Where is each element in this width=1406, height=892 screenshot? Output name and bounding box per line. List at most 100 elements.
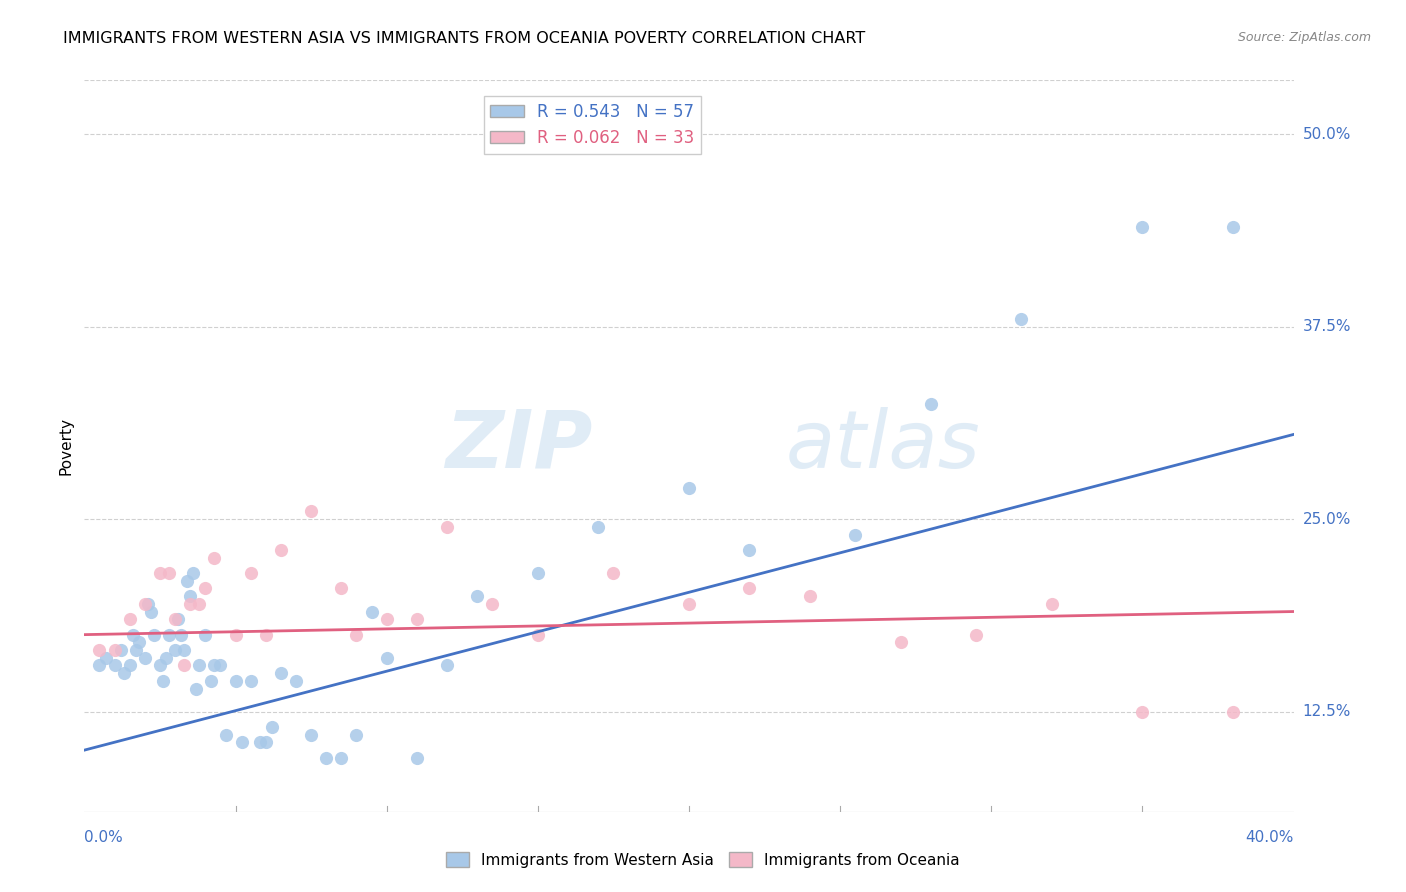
Text: 50.0%: 50.0% <box>1302 127 1351 142</box>
Text: atlas: atlas <box>786 407 980 485</box>
Point <box>149 658 172 673</box>
Point <box>678 481 700 495</box>
Point <box>89 643 111 657</box>
Point <box>346 627 368 641</box>
Point <box>844 527 866 541</box>
Point <box>260 720 283 734</box>
Point <box>239 566 262 580</box>
Legend: R = 0.543   N = 57, R = 0.062   N = 33: R = 0.543 N = 57, R = 0.062 N = 33 <box>484 96 700 153</box>
Point <box>254 627 277 641</box>
Point <box>118 658 141 673</box>
Point <box>1130 705 1153 719</box>
Point <box>121 627 143 641</box>
Point <box>231 735 253 749</box>
Point <box>165 643 187 657</box>
Point <box>179 589 201 603</box>
Point <box>299 504 322 518</box>
Text: 37.5%: 37.5% <box>1302 319 1351 334</box>
Point <box>128 635 150 649</box>
Point <box>136 597 159 611</box>
Point <box>118 612 141 626</box>
Point <box>330 582 353 596</box>
Point <box>270 543 292 558</box>
Point <box>149 566 172 580</box>
Point <box>165 612 187 626</box>
Point <box>152 673 174 688</box>
Point <box>110 643 132 657</box>
Point <box>202 658 225 673</box>
Point <box>436 520 458 534</box>
Point <box>155 650 177 665</box>
Point <box>890 635 912 649</box>
Point <box>330 751 353 765</box>
Point <box>179 597 201 611</box>
Point <box>285 673 308 688</box>
Point <box>239 673 262 688</box>
Legend: Immigrants from Western Asia, Immigrants from Oceania: Immigrants from Western Asia, Immigrants… <box>440 846 966 873</box>
Point <box>104 643 127 657</box>
Point <box>202 550 225 565</box>
Text: IMMIGRANTS FROM WESTERN ASIA VS IMMIGRANTS FROM OCEANIA POVERTY CORRELATION CHAR: IMMIGRANTS FROM WESTERN ASIA VS IMMIGRAN… <box>63 31 866 46</box>
Point <box>481 597 503 611</box>
Point <box>176 574 198 588</box>
Point <box>738 582 761 596</box>
Point <box>1222 705 1244 719</box>
Point <box>436 658 458 673</box>
Point <box>157 627 180 641</box>
Y-axis label: Poverty: Poverty <box>58 417 73 475</box>
Point <box>167 612 190 626</box>
Point <box>188 658 211 673</box>
Point <box>139 605 162 619</box>
Point <box>678 597 700 611</box>
Point <box>1130 219 1153 234</box>
Point <box>527 627 550 641</box>
Point <box>1011 312 1033 326</box>
Text: 0.0%: 0.0% <box>84 830 124 846</box>
Point <box>170 627 193 641</box>
Text: ZIP: ZIP <box>444 407 592 485</box>
Point <box>965 627 987 641</box>
Text: 12.5%: 12.5% <box>1302 704 1351 719</box>
Text: 40.0%: 40.0% <box>1246 830 1294 846</box>
Point <box>200 673 222 688</box>
Point <box>406 612 429 626</box>
Point <box>173 643 195 657</box>
Point <box>134 597 156 611</box>
Point <box>188 597 211 611</box>
Point <box>602 566 624 580</box>
Point <box>799 589 821 603</box>
Point <box>315 751 337 765</box>
Point <box>215 728 238 742</box>
Text: 25.0%: 25.0% <box>1302 512 1351 526</box>
Point <box>1222 219 1244 234</box>
Point <box>186 681 208 696</box>
Point <box>142 627 165 641</box>
Point <box>299 728 322 742</box>
Point <box>346 728 368 742</box>
Point <box>125 643 148 657</box>
Point <box>467 589 489 603</box>
Point <box>225 627 247 641</box>
Point <box>173 658 195 673</box>
Point <box>1040 597 1063 611</box>
Point <box>270 666 292 681</box>
Point <box>94 650 117 665</box>
Point <box>375 650 398 665</box>
Point <box>194 582 217 596</box>
Point <box>181 566 204 580</box>
Point <box>112 666 135 681</box>
Point <box>738 543 761 558</box>
Point <box>134 650 156 665</box>
Point <box>527 566 550 580</box>
Point <box>249 735 271 749</box>
Point <box>375 612 398 626</box>
Point <box>104 658 127 673</box>
Point <box>89 658 111 673</box>
Point <box>406 751 429 765</box>
Point <box>920 397 942 411</box>
Text: Source: ZipAtlas.com: Source: ZipAtlas.com <box>1237 31 1371 45</box>
Point <box>254 735 277 749</box>
Point <box>209 658 232 673</box>
Point <box>360 605 382 619</box>
Point <box>225 673 247 688</box>
